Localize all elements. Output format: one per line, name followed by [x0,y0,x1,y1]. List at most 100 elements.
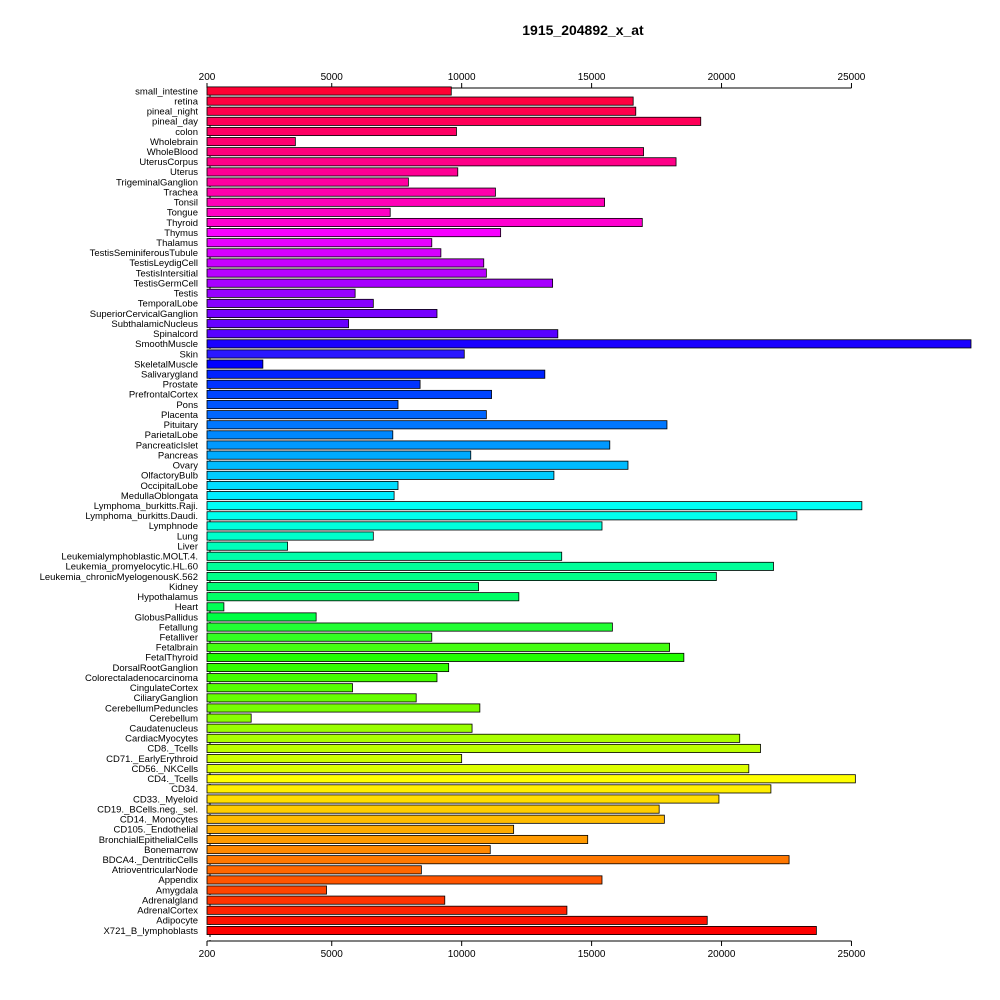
bar [206,814,665,824]
bar [206,733,741,743]
category-label: small_intestine [135,86,198,97]
bar [206,754,463,764]
category-label: CerebellumPeduncles [105,703,198,714]
category-label: Amygdala [156,885,199,896]
bar [206,663,450,673]
bar [206,359,264,369]
category-label: BDCA4._DentriticCells [102,855,198,866]
bar [206,804,660,814]
bar [206,774,856,784]
bar [206,197,605,207]
bar [206,137,296,147]
category-label: Fetallung [159,622,198,633]
category-label: Pons [176,400,198,411]
category-label: Thyroid [166,218,198,229]
category-label: FetalThyroid [145,653,198,664]
category-label: CD33._Myeloid [133,794,198,805]
bar [206,217,643,227]
bar [206,187,496,197]
bar [206,491,395,501]
category-label: Leukemialymphoblastic.MOLT.4. [61,552,198,563]
bar [206,126,457,136]
bar [206,268,487,278]
category-label: TestisSeminiferousTubule [90,248,198,259]
bar [206,389,492,399]
bar [206,602,225,612]
category-label: BronchialEpithelialCells [99,835,199,846]
category-label: CiliaryGanglion [134,693,198,704]
category-label: Thalamus [156,238,198,249]
bar [206,410,487,420]
category-label: Kidney [169,582,198,593]
bar [206,298,374,308]
bar [206,460,629,470]
bar [206,511,798,521]
category-label: GlobusPallidus [135,612,199,623]
bar [206,349,465,359]
bar [206,713,252,723]
category-label: Skin [180,349,198,360]
bar [206,309,438,319]
category-label: ParietalLobe [145,430,198,441]
bar [206,875,603,885]
category-label: Lymphoma_burkitts.Raji. [94,501,198,512]
category-label: Leukemia_chronicMyelogenousK.562 [40,572,198,583]
category-label: CD8._Tcells [147,744,198,755]
category-label: AdrenalCortex [137,906,198,917]
category-label: SkeletalMuscle [134,359,198,370]
category-label: CD34. [171,784,198,795]
bar [206,96,634,106]
category-label: SubthalamicNucleus [111,319,198,330]
bar [206,207,391,217]
category-label: UterusCorpus [139,157,198,168]
top-x-tick-label: 200 [199,72,216,83]
bar [206,420,668,430]
bar [206,855,790,865]
category-label: Liver [177,541,198,552]
bar [206,541,288,551]
category-label: Heart [175,602,199,613]
bar [206,450,472,460]
category-label: TestisGermCell [134,278,198,289]
bar [206,723,473,733]
category-label: Salivarygland [141,370,198,381]
category-label: Adrenalgland [142,895,198,906]
top-x-axis: 200 5000 10000 15000 20000 25000 [199,72,866,89]
bar [206,157,677,167]
category-label: CingulateCortex [130,683,198,694]
category-label: Leukemia_promyelocytic.HL.60 [65,562,198,573]
category-label: MedullaOblongata [121,491,199,502]
category-label: CD71._EarlyErythroid [106,754,198,765]
bar [206,369,546,379]
top-x-tick-label: 15000 [578,72,606,83]
category-label: OlfactoryBulb [141,471,198,482]
category-label: Colorectaladenocarcinoma [85,673,199,684]
bottom-x-axis: 200 5000 10000 15000 20000 25000 [199,940,866,960]
category-label: Trachea [164,187,199,198]
bar [206,895,446,905]
category-label: CD4._Tcells [147,774,198,785]
category-label: CD19._BCells.neg._sel. [97,804,198,815]
bar [206,430,394,440]
category-label: colon [175,127,198,138]
bar [206,834,589,844]
category-label: Fetalbrain [156,643,198,654]
category-label: Adipocyte [156,916,198,927]
category-label: Lymphnode [149,521,198,532]
bottom-x-tick-label: 5000 [321,949,344,960]
bar [206,561,774,571]
bar [206,571,717,581]
category-label: SmoothMuscle [135,339,198,350]
bar [206,521,603,531]
bars-group [206,86,972,936]
top-x-tick-label: 5000 [321,72,344,83]
bar [206,147,644,157]
category-label: Fetalliver [159,632,198,643]
bar [206,642,670,652]
category-label: Tongue [167,208,198,219]
bar [206,703,481,713]
category-label: Hypothalamus [137,592,198,603]
bar [206,764,750,774]
category-label: Placenta [161,410,199,421]
